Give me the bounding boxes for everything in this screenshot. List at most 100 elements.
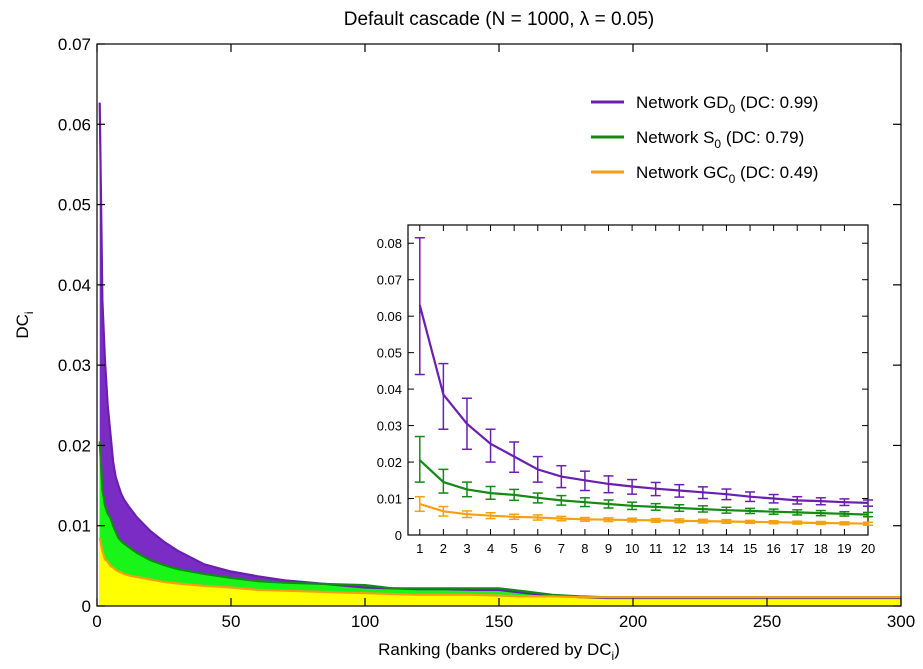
inset-errorbar-gc0 (509, 513, 520, 521)
inset-y-tick-label: 0.08 (377, 236, 402, 251)
inset-errorbar-gd0 (627, 478, 638, 495)
inset-errorbar-gd0 (839, 498, 850, 507)
x-tick-label: 100 (351, 612, 379, 631)
inset-x-tick-label: 7 (558, 541, 565, 556)
inset-x-tick-label: 15 (743, 541, 757, 556)
inset-x-tick-label: 14 (719, 541, 733, 556)
inset-axes: 1 2 3 4 5 6 7 8 9 10 11 12 13 14 15 16 17 18 19 2000.010.02… (377, 225, 875, 556)
inset-errorbar-gc0 (745, 519, 756, 525)
area-network-gd0 (99, 102, 901, 606)
inset-line-gc0 (419, 502, 869, 525)
inset-line-s0 (419, 459, 869, 516)
inset-errorbar-s0 (485, 485, 496, 501)
inset-errorbar-s0 (579, 497, 590, 508)
chart-title: Default cascade (N = 1000, λ = 0.05) (344, 9, 655, 30)
inset-x-tick-label: 16 (766, 541, 780, 556)
inset-errorbar-s0 (603, 499, 614, 509)
y-axis-label: DCi (13, 311, 36, 338)
x-tick-label: 200 (619, 612, 647, 631)
inset-errorbar-gd0 (863, 499, 873, 507)
inset-x-tick-label: 20 (861, 541, 875, 556)
inset-errorbar-s0 (697, 505, 708, 513)
inset-errorbar-s0 (532, 492, 543, 504)
inset-errorbar-gc0 (579, 516, 590, 522)
inset-x-tick-label: 4 (487, 541, 494, 556)
inset-errorbar-gd0 (650, 481, 661, 497)
inset-errorbar-gc0 (438, 505, 449, 517)
inset-x-tick-label: 6 (534, 541, 541, 556)
x-tick-label: 0 (92, 612, 101, 631)
inset-series (414, 237, 873, 526)
inset-errorbar-gd0 (603, 475, 614, 494)
inset-errorbar-gc0 (792, 520, 803, 525)
inset-y-tick-label: 0.05 (377, 346, 402, 361)
inset-errorbar-gd0 (438, 362, 449, 430)
legend-label-gd0: Network GD0 (DC: 0.99) (636, 93, 818, 116)
inset-errorbar-s0 (721, 506, 732, 514)
y-tick-label: 0.02 (58, 436, 91, 455)
inset-y-tick-label: 0.03 (377, 419, 402, 434)
inset-errorbar-s0 (863, 511, 873, 518)
main-area-fills (99, 102, 901, 606)
inset-errorbar-gd0 (556, 464, 567, 489)
inset-errorbar-s0 (745, 507, 756, 515)
inset-x-tick-label: 8 (581, 541, 588, 556)
inset-errorbar-s0 (627, 501, 638, 511)
inset-x-tick-label: 3 (463, 541, 470, 556)
inset-errorbar-gd0 (532, 455, 543, 483)
inset-errorbar-s0 (414, 435, 425, 483)
legend-label-gc0: Network GC0 (DC: 0.49) (636, 163, 818, 186)
inset-x-tick-label: 13 (696, 541, 710, 556)
inset-errorbar-gc0 (414, 495, 425, 513)
y-tick-label: 0.04 (58, 276, 91, 295)
inset-errorbar-gc0 (863, 521, 873, 526)
inset-errorbar-s0 (509, 488, 520, 502)
inset-y-tick-label: 0 (395, 528, 402, 543)
inset-x-tick-label: 5 (511, 541, 518, 556)
inset-x-tick-label: 19 (837, 541, 851, 556)
line-network-gc0 (98, 537, 901, 599)
x-tick-label: 250 (753, 612, 781, 631)
inset-errorbar-gd0 (721, 488, 732, 501)
line-network-s0 (98, 441, 901, 599)
inset-errorbar-gc0 (556, 515, 567, 522)
inset-errorbar-gd0 (792, 495, 803, 505)
x-axis-label: Ranking (banks ordered by DCi) (378, 640, 620, 663)
inset-errorbar-s0 (768, 508, 779, 515)
x-tick-label: 300 (887, 612, 915, 631)
inset-errorbar-gd0 (485, 428, 496, 463)
inset-errorbar-gc0 (603, 517, 614, 523)
inset-x-tick-label: 18 (814, 541, 828, 556)
inset-errorbar-gd0 (674, 483, 685, 498)
inset-errorbar-gc0 (674, 518, 685, 524)
main-series-lines (98, 102, 901, 600)
inset-y-tick-label: 0.02 (377, 455, 402, 470)
inset-errorbar-s0 (650, 502, 661, 511)
inset-x-tick-label: 9 (605, 541, 612, 556)
inset-chart: 1 2 3 4 5 6 7 8 9 10 11 12 13 14 15 16 17 18 19 2000.010.02… (377, 224, 875, 556)
inset-errorbar-s0 (815, 509, 826, 517)
inset-x-tick-label: 12 (672, 541, 686, 556)
inset-errorbar-gc0 (721, 518, 732, 525)
inset-x-tick-label: 10 (625, 541, 639, 556)
inset-errorbar-gd0 (579, 470, 590, 492)
y-tick-label: 0.06 (58, 115, 91, 134)
inset-line-gd0 (418, 304, 869, 504)
y-tick-label: 0.01 (58, 517, 91, 536)
y-tick-label: 0 (82, 597, 91, 616)
inset-errorbar-gc0 (627, 517, 638, 523)
inset-plot-frame (407, 224, 869, 536)
line-network-gd0 (98, 102, 901, 600)
inset-errorbar-gc0 (815, 520, 826, 526)
inset-errorbar-gc0 (697, 518, 708, 524)
inset-y-tick-label: 0.01 (377, 492, 402, 507)
inset-errorbar-gc0 (768, 520, 779, 525)
inset-errorbar-gd0 (697, 486, 708, 500)
inset-errorbar-gd0 (509, 441, 520, 474)
inset-x-tick-label: 17 (790, 541, 804, 556)
inset-y-tick-label: 0.07 (377, 273, 402, 288)
inset-errorbar-s0 (556, 494, 567, 506)
main-axes: 0 50 100 150 200 250 30000.010.020.030.040.050… (58, 35, 915, 631)
y-tick-label: 0.05 (58, 196, 91, 215)
